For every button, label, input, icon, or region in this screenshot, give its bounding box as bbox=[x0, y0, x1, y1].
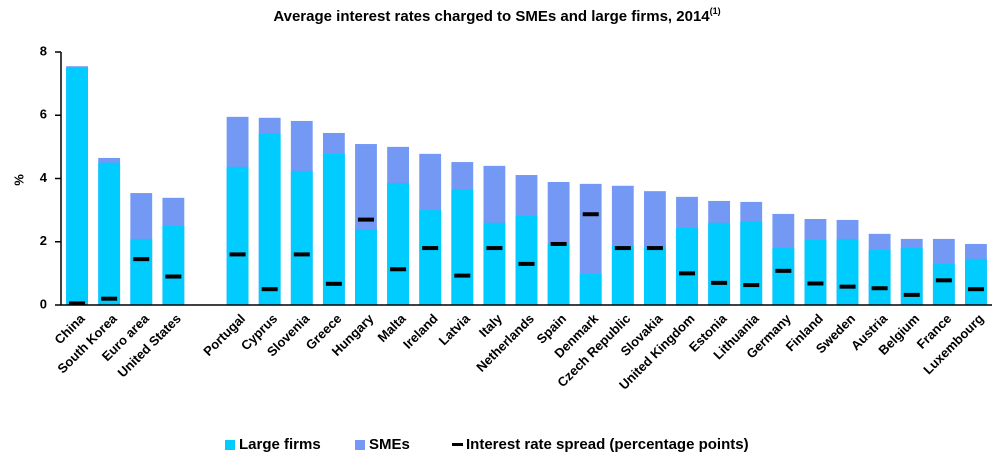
large-firm-bar bbox=[708, 222, 731, 305]
large-firm-bar bbox=[515, 215, 538, 305]
spread-marker bbox=[133, 257, 150, 262]
large-firm-bar bbox=[579, 274, 602, 305]
large-firm-bar bbox=[130, 238, 153, 305]
large-firm-bar bbox=[676, 227, 698, 305]
large-firm-bar bbox=[66, 67, 88, 305]
chart-title: Average interest rates charged to SMEs a… bbox=[273, 6, 720, 25]
x-tick-label: Netherlands bbox=[473, 311, 537, 375]
spread-marker bbox=[261, 287, 278, 292]
large-firm-bar bbox=[547, 243, 570, 305]
spread-marker bbox=[807, 281, 824, 286]
x-tick-label: Ireland bbox=[400, 311, 441, 352]
y-axis-label: % bbox=[11, 174, 26, 186]
spread-marker bbox=[101, 296, 118, 301]
large-firm-bar bbox=[932, 263, 955, 305]
spread-marker bbox=[646, 246, 663, 251]
x-tick-label: Latvia bbox=[436, 310, 474, 348]
y-tick-label: 6 bbox=[40, 107, 47, 122]
large-firm-bar bbox=[772, 248, 795, 305]
spread-marker bbox=[325, 281, 342, 286]
large-firm-bar bbox=[740, 221, 763, 305]
spread-marker bbox=[839, 284, 856, 289]
large-firm-bar bbox=[804, 239, 827, 305]
large-firm-bar bbox=[836, 238, 859, 305]
y-tick-label: 4 bbox=[40, 170, 48, 185]
legend-label: Large firms bbox=[239, 436, 321, 453]
title-note: (1) bbox=[710, 6, 721, 16]
large-firm-bar bbox=[226, 166, 249, 305]
spread-marker bbox=[711, 280, 728, 285]
spread-marker bbox=[518, 261, 535, 266]
spread-marker bbox=[550, 241, 567, 246]
legend-swatch bbox=[225, 440, 235, 450]
large-firm-bar bbox=[419, 210, 442, 305]
legend-label: SMEs bbox=[369, 436, 410, 453]
y-tick-label: 0 bbox=[40, 296, 47, 311]
spread-marker bbox=[486, 246, 503, 251]
legend-swatch bbox=[452, 443, 463, 446]
large-firm-bar bbox=[355, 229, 377, 305]
large-firm-bar bbox=[387, 182, 410, 305]
spread-marker bbox=[165, 274, 182, 279]
x-tick-label: Portugal bbox=[200, 311, 248, 359]
large-firm-bar bbox=[868, 249, 891, 305]
spread-marker bbox=[967, 287, 984, 292]
y-tick-label: 2 bbox=[40, 233, 47, 248]
large-firm-bar bbox=[900, 248, 923, 305]
spread-marker bbox=[293, 252, 310, 257]
large-firm-bar bbox=[98, 162, 121, 305]
large-firm-bar bbox=[290, 170, 313, 305]
spread-marker bbox=[582, 212, 599, 217]
spread-marker bbox=[229, 252, 246, 257]
spread-marker bbox=[775, 268, 792, 273]
y-tick-label: 8 bbox=[40, 43, 47, 58]
spread-marker bbox=[903, 292, 920, 297]
large-firm-bar bbox=[483, 222, 506, 305]
spread-marker bbox=[357, 217, 374, 222]
spread-marker bbox=[679, 271, 696, 276]
spread-marker bbox=[614, 246, 631, 251]
spread-marker bbox=[454, 273, 471, 278]
legend-swatch bbox=[355, 440, 365, 450]
large-firm-bar bbox=[451, 189, 474, 305]
legend-label: Interest rate spread (percentage points) bbox=[466, 436, 749, 453]
spread-marker bbox=[871, 286, 888, 291]
spread-marker bbox=[390, 267, 407, 272]
large-firm-bar bbox=[611, 245, 634, 305]
large-firm-bar bbox=[258, 133, 281, 305]
large-firm-bar bbox=[322, 153, 345, 305]
spread-marker bbox=[743, 283, 760, 288]
large-firm-bar bbox=[965, 258, 987, 305]
title-text: Average interest rates charged to SMEs a… bbox=[273, 8, 710, 25]
large-firm-bar bbox=[643, 246, 666, 305]
large-firm-bar bbox=[162, 225, 185, 305]
spread-marker bbox=[69, 301, 86, 306]
spread-marker bbox=[935, 278, 952, 283]
spread-marker bbox=[422, 246, 439, 251]
